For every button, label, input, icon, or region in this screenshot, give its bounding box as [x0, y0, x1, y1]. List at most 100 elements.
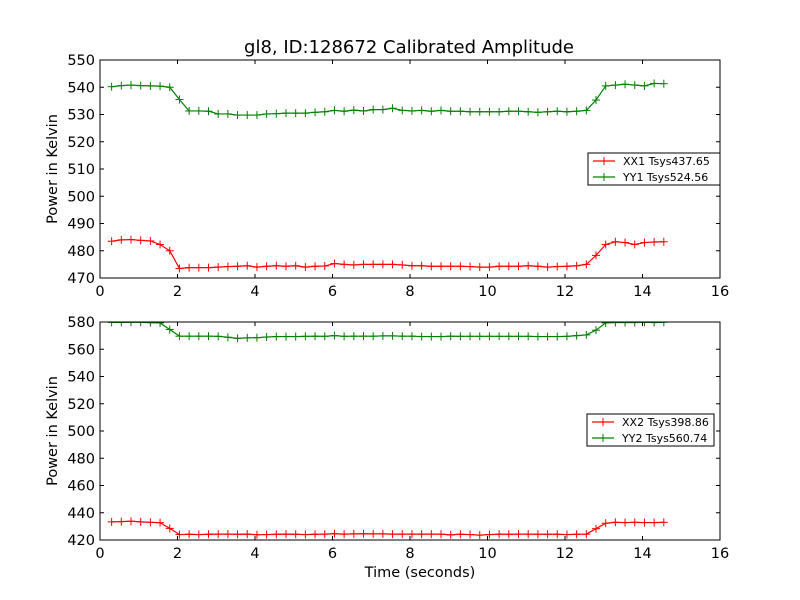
data-point [601, 322, 610, 327]
data-point [621, 238, 630, 247]
data-point [514, 107, 523, 116]
data-point [233, 334, 242, 343]
data-point [388, 331, 397, 340]
data-point [127, 235, 135, 244]
data-point [185, 263, 194, 272]
data-point [611, 81, 620, 90]
data-point [320, 262, 329, 271]
series-xx2 [107, 517, 668, 540]
data-point [194, 263, 203, 272]
y-tick-label: 460 [67, 479, 95, 495]
data-point [272, 109, 281, 118]
data-point [127, 517, 135, 526]
data-point [320, 530, 329, 539]
data-point [388, 530, 397, 539]
data-point [485, 107, 494, 116]
data-point [524, 332, 533, 341]
data-point [407, 332, 416, 341]
series-yy1 [107, 79, 668, 120]
data-point [427, 332, 436, 341]
data-point [437, 530, 445, 539]
x-tick-label: 10 [478, 546, 496, 562]
x-axis-label: Time (seconds) [364, 565, 476, 581]
data-point [407, 106, 416, 115]
series-xx1 [107, 235, 668, 273]
data-point [485, 332, 494, 341]
data-point [640, 518, 649, 527]
data-point [175, 95, 184, 104]
data-point [524, 107, 533, 116]
data-point [223, 109, 232, 118]
data-point [407, 261, 416, 270]
data-point [282, 109, 290, 118]
series-line [111, 238, 664, 270]
data-point [378, 260, 387, 269]
data-point [107, 237, 116, 246]
legend-label: YY1 Tsys524.56 [622, 171, 708, 184]
data-point [214, 109, 223, 118]
data-point [456, 332, 465, 341]
data-point [427, 262, 436, 271]
data-point [282, 262, 290, 271]
data-point [291, 109, 300, 118]
x-tick-label: 10 [478, 284, 496, 300]
data-point [127, 81, 135, 90]
data-point [582, 106, 591, 115]
data-point [456, 530, 465, 539]
data-point [650, 238, 659, 247]
data-point [437, 262, 445, 271]
data-point [504, 107, 513, 116]
data-point [504, 530, 513, 539]
data-point [175, 530, 184, 539]
data-point [340, 260, 349, 269]
data-point [592, 524, 600, 533]
x-tick-label: 12 [556, 546, 574, 562]
x-tick-label: 12 [556, 284, 574, 300]
data-point [252, 111, 261, 120]
data-point [572, 331, 581, 340]
data-point [582, 530, 591, 539]
y-tick-label: 420 [67, 533, 95, 549]
data-point [553, 332, 562, 341]
data-point [262, 530, 271, 539]
y-tick-label: 470 [67, 271, 95, 287]
data-point [659, 79, 668, 88]
data-point [592, 251, 600, 260]
data-point [378, 105, 387, 114]
data-point [175, 264, 184, 273]
y-axis-label: Power in Kelvin [45, 114, 61, 224]
data-point [562, 107, 571, 116]
data-point [291, 261, 300, 270]
data-point [340, 107, 349, 116]
data-point [427, 107, 436, 116]
data-point [301, 332, 310, 341]
data-point [252, 333, 261, 342]
data-point [301, 109, 310, 118]
data-point [524, 261, 533, 270]
x-tick-label: 16 [711, 546, 729, 562]
data-point [582, 260, 591, 269]
data-point [272, 261, 281, 270]
data-point [621, 518, 630, 527]
data-point [524, 530, 533, 539]
data-point [330, 259, 339, 268]
data-point [398, 332, 407, 341]
data-point [146, 81, 155, 90]
x-tick-label: 2 [173, 284, 182, 300]
data-point [543, 332, 552, 341]
data-point [185, 106, 194, 115]
data-point [466, 107, 475, 116]
data-point [311, 530, 320, 539]
data-point [650, 518, 659, 527]
data-point [630, 518, 639, 527]
data-point [291, 530, 300, 539]
y-tick-label: 500 [67, 424, 95, 440]
data-point [165, 325, 174, 334]
series-line [111, 82, 664, 116]
data-point [475, 332, 484, 341]
y-tick-label: 510 [67, 162, 95, 178]
legend: XX2 Tsys398.86 YY2 Tsys560.74 [586, 413, 715, 447]
data-point [533, 530, 542, 539]
data-point [533, 108, 542, 117]
data-point [417, 530, 426, 539]
